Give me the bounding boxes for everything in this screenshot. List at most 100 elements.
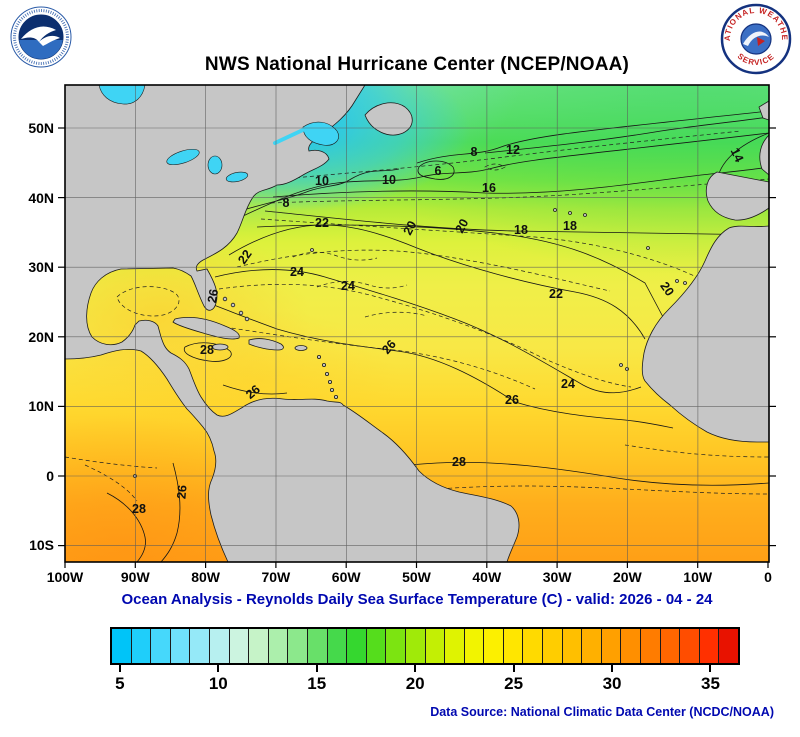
colorbar-tick — [217, 665, 220, 672]
noaa-emblem — [10, 6, 72, 68]
contour-label: 26 — [205, 288, 221, 304]
contour-label: 20 — [657, 279, 676, 298]
land-islands-east — [553, 208, 687, 371]
contour-label: 26 — [174, 484, 189, 499]
contour-label: 24 — [561, 377, 575, 391]
colorbar-tick-label: 15 — [307, 674, 327, 693]
colorbar-segment — [463, 629, 484, 663]
colorbar-segment — [718, 629, 738, 663]
graticule — [65, 85, 769, 562]
colorbar-segment — [346, 629, 366, 663]
contour-label: 6 — [435, 164, 442, 178]
colorbar-segment — [169, 629, 190, 663]
y-axis-label: 40N — [28, 189, 54, 206]
colorbar-segment — [581, 629, 601, 663]
colorbar-segment — [130, 629, 151, 663]
contour-label: 28 — [132, 502, 146, 516]
nws-logo: NATIONAL WEATHER SERVICE — [720, 3, 792, 75]
colorbar-segment — [267, 629, 288, 663]
contour-label: 28 — [452, 455, 466, 469]
contour-label: 24 — [341, 279, 355, 293]
colorbar-segment — [542, 629, 562, 663]
st-lawrence-river — [273, 127, 307, 145]
contour-label: 22 — [549, 287, 563, 301]
x-axis-label: 30W — [542, 569, 572, 585]
x-axis-label: 90W — [120, 569, 150, 585]
contour-label: 10 — [382, 173, 396, 187]
land-bahamas — [222, 296, 250, 322]
great-lake — [225, 171, 249, 183]
x-axis-label: 50W — [402, 569, 431, 585]
colorbar-tick-label: 30 — [602, 674, 622, 693]
y-axis-label: 50N — [28, 120, 54, 136]
contour-label: 26 — [505, 393, 519, 407]
nws-emblem: NATIONAL WEATHER SERVICE — [720, 3, 792, 75]
land-newfoundland — [364, 102, 413, 136]
contour-label: 22 — [315, 216, 329, 230]
land-bermuda — [310, 248, 314, 252]
colorbar-tick-label: 20 — [405, 674, 425, 693]
seagull-icon — [21, 26, 60, 46]
y-axis-label: 30N — [28, 259, 54, 275]
contour-label: 24 — [290, 265, 304, 279]
colorbar-segment — [640, 629, 660, 663]
x-axis-label: 10W — [683, 569, 713, 585]
colorbar-segment — [600, 629, 621, 663]
contour-label: 14 — [728, 146, 747, 165]
contour-label: 18 — [514, 223, 528, 237]
land-lesser-antilles — [316, 354, 338, 399]
colorbar-segment — [189, 629, 209, 663]
x-axis-label: 70W — [261, 569, 291, 585]
sst-map: 8 6 12 10 10 8 14 16 18 18 20 20 20 22 22 22 24 24 24 26 26 2… — [58, 84, 776, 568]
land-france — [759, 134, 769, 176]
colorbar-segment — [208, 629, 229, 663]
colorbar-segment — [483, 629, 503, 663]
land-masses — [65, 85, 769, 562]
colorbar-segment — [326, 629, 347, 663]
x-axis-label: 40W — [472, 569, 502, 585]
contour-label: 20 — [453, 217, 472, 236]
colorbar-segment — [287, 629, 307, 663]
land-england — [758, 100, 769, 121]
colorbar-tick-label: 25 — [504, 674, 524, 693]
colorbar-segment — [424, 629, 445, 663]
page-title: NWS National Hurricane Center (NCEP/NOAA… — [204, 54, 630, 75]
land-hispaniola — [248, 338, 284, 351]
colorbar-segment — [365, 629, 386, 663]
land-americas — [65, 85, 520, 562]
axis-ticks — [58, 127, 776, 568]
colorbar-segment — [228, 629, 249, 663]
contour-label: 28 — [200, 343, 214, 357]
contour-label: 22 — [235, 247, 254, 266]
colorbar-segment — [522, 629, 543, 663]
colorbar-segment — [698, 629, 719, 663]
colorbar-tick — [118, 665, 121, 672]
colorbar-segment — [620, 629, 641, 663]
colorbar-segment — [150, 629, 170, 663]
globe-icon — [740, 23, 772, 55]
colorbar-segment — [561, 629, 582, 663]
colorbar-segment — [659, 629, 680, 663]
colorbar-segment — [248, 629, 268, 663]
x-axis-label: 100W — [46, 569, 84, 585]
x-axis-label: 80W — [191, 569, 220, 585]
colorbar-scale — [110, 627, 740, 665]
hudson-bay — [98, 85, 146, 105]
contour-label: 20 — [401, 219, 420, 238]
x-axis-label: 0 — [764, 569, 772, 585]
colorbar-segment — [306, 629, 327, 663]
y-axis-label: 10N — [28, 398, 54, 414]
colorbar-tick-label: 5 — [115, 674, 125, 693]
contour-label: 10 — [315, 174, 329, 188]
y-axis-label: 10S — [29, 537, 54, 553]
data-source: Data Source: National Climatic Data Cent… — [430, 705, 774, 719]
caption: Ocean Analysis - Reynolds Daily Sea Surf… — [121, 591, 713, 608]
colorbar-tick — [611, 665, 614, 672]
contour-label: 8 — [283, 196, 290, 210]
colorbar-tick — [414, 665, 417, 672]
great-lake — [166, 148, 200, 166]
land-africa — [641, 225, 769, 443]
colorbar-segment — [502, 629, 523, 663]
colorbar-tick-label: 10 — [208, 674, 228, 693]
